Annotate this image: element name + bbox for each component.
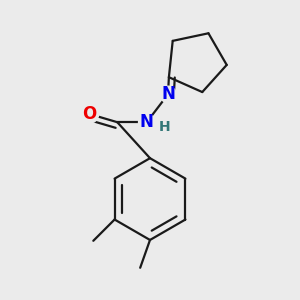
Circle shape — [139, 114, 155, 130]
Circle shape — [160, 86, 176, 103]
Text: O: O — [82, 105, 97, 123]
Text: H: H — [159, 120, 170, 134]
Text: N: N — [140, 113, 154, 131]
Text: N: N — [161, 85, 175, 103]
Circle shape — [80, 105, 99, 123]
